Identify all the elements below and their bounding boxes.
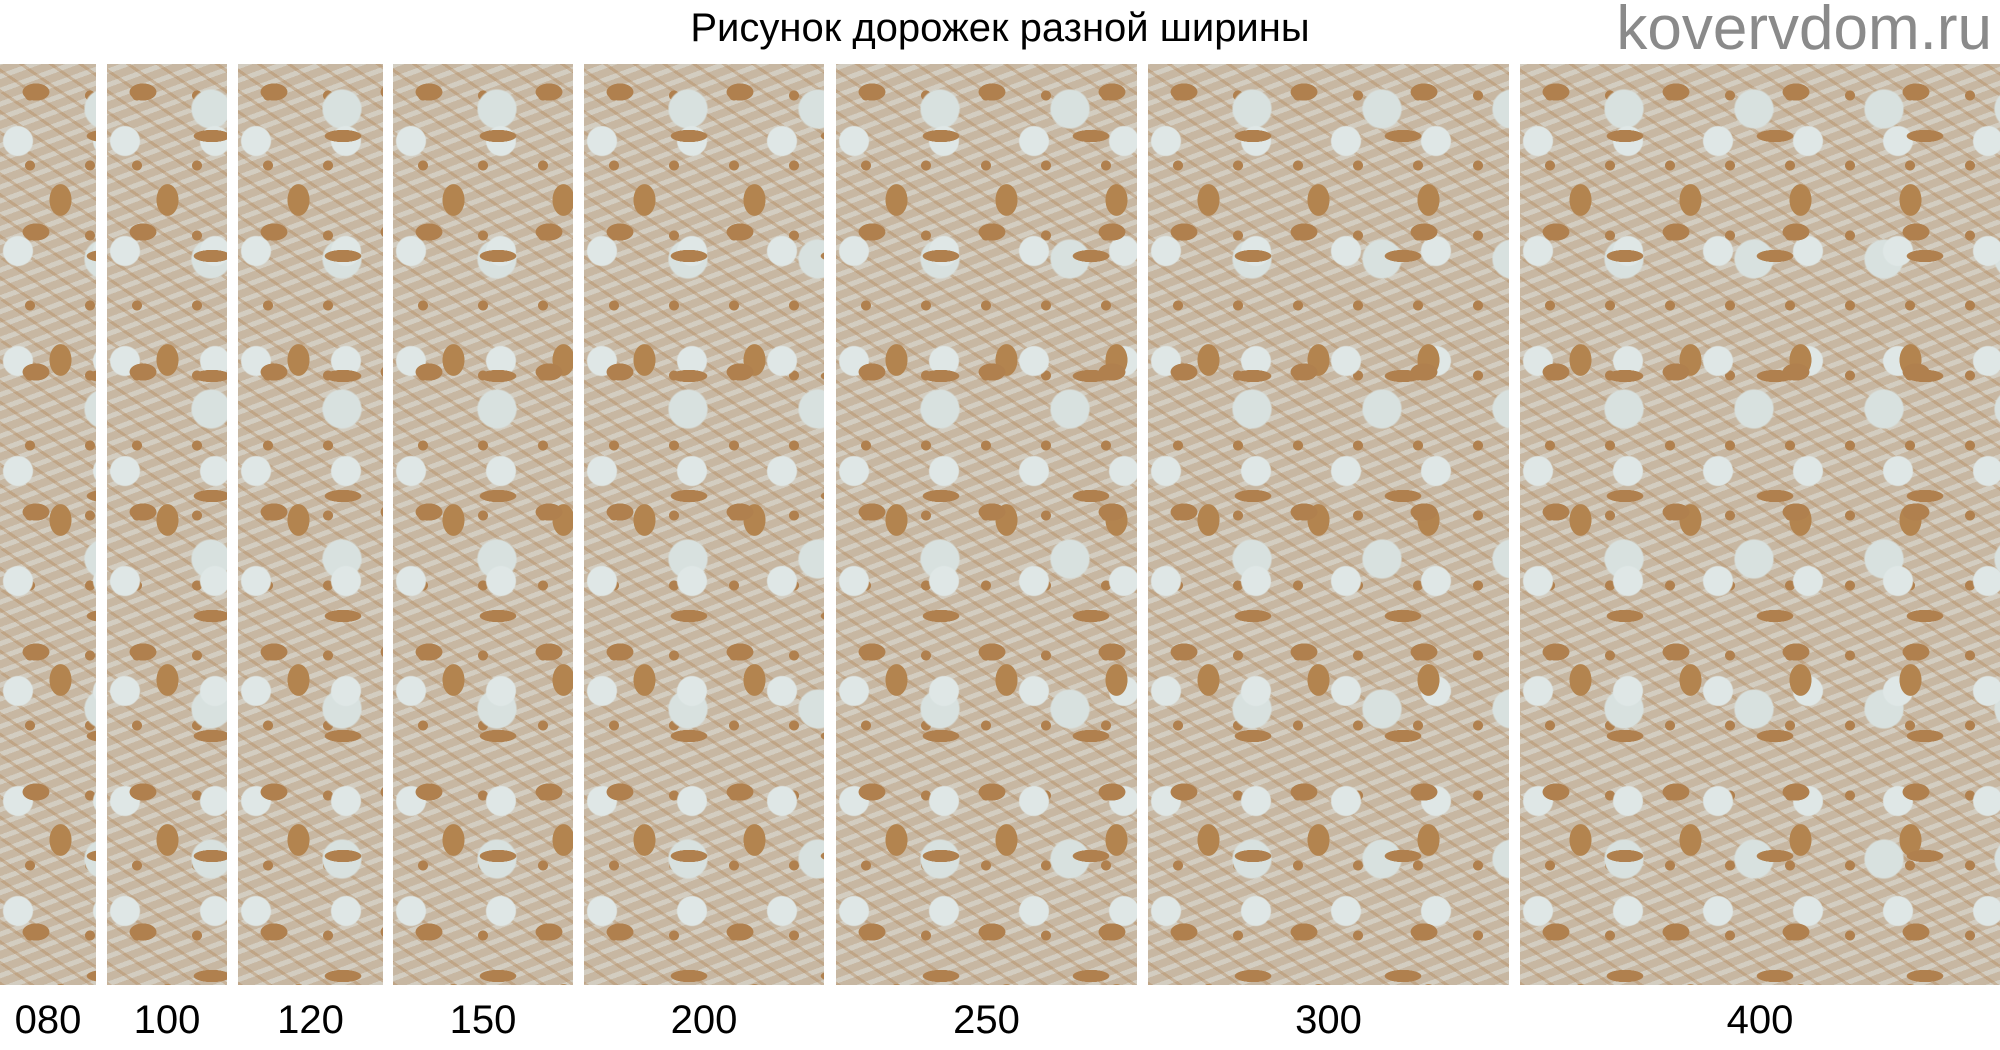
page-title: Рисунок дорожек разной ширины xyxy=(690,6,1310,50)
width-label: 300 xyxy=(1295,998,1362,1042)
width-label: 250 xyxy=(953,998,1020,1042)
runner-strip-080 xyxy=(0,64,96,985)
runner-strip-400 xyxy=(1520,64,2000,985)
runner-strip-250 xyxy=(836,64,1137,985)
width-label: 100 xyxy=(133,998,201,1042)
width-label: 120 xyxy=(277,998,344,1042)
width-label: 080 xyxy=(14,998,82,1042)
runner-strip-150 xyxy=(393,64,573,985)
runner-strip-300 xyxy=(1148,64,1509,985)
width-label: 400 xyxy=(1726,998,1794,1042)
runner-strip-100 xyxy=(107,64,227,985)
width-label: 200 xyxy=(670,998,738,1042)
watermark: kovervdom.ru xyxy=(1616,0,1992,63)
width-label: 150 xyxy=(449,998,517,1042)
runner-strip-120 xyxy=(238,64,383,985)
runner-strip-200 xyxy=(584,64,824,985)
